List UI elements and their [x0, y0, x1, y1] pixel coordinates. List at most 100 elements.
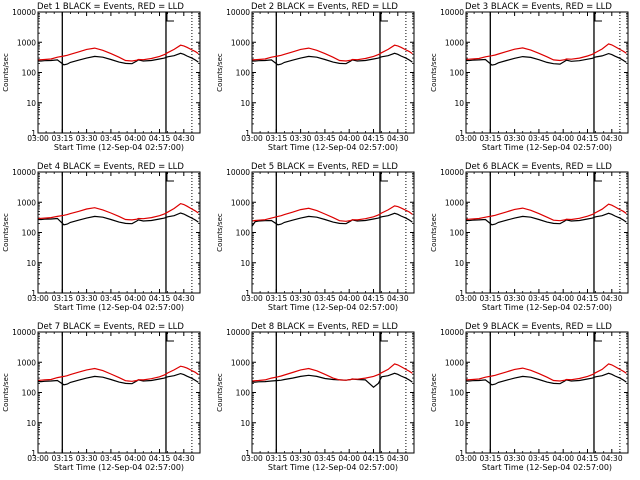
y-tick-label: 10000 [12, 168, 36, 177]
y-tick-label: 1 [31, 449, 36, 458]
y-tick-label: 1000 [17, 38, 36, 47]
x-tick-label: 03:00 [27, 294, 49, 303]
x-tick-label: 03:30 [76, 454, 98, 463]
y-tick-label: 100 [22, 389, 37, 398]
x-tick-label: 04:00 [338, 294, 360, 303]
x-tick-label: 03:45 [528, 454, 550, 463]
plot-frame [37, 171, 201, 294]
x-tick-label: 04:30 [387, 134, 409, 143]
x-tick-label: 04:15 [149, 134, 171, 143]
y-tick-label: 1 [459, 289, 464, 298]
x-tick-label: 04:15 [577, 294, 599, 303]
y-tick-label: 1000 [17, 198, 36, 207]
x-tick-label: 03:45 [314, 454, 336, 463]
y-axis-label: Counts/sec [2, 373, 10, 412]
y-tick-label: 1000 [445, 38, 464, 47]
series-line-lld [37, 365, 199, 382]
panel-det-4: Det 4 BLACK = Events, RED = LLD Counts/se… [2, 162, 201, 312]
panel-det-6: Det 6 BLACK = Events, RED = LLD Counts/se… [430, 162, 629, 312]
x-tick-label: 03:15 [265, 454, 287, 463]
y-tick-label: 10000 [440, 8, 464, 17]
plot-frame [465, 171, 629, 294]
x-tick-label: 03:00 [241, 294, 263, 303]
y-tick-label: 1 [459, 449, 464, 458]
panel-det-7: Det 7 BLACK = Events, RED = LLD Counts/se… [2, 322, 201, 472]
x-tick-label: 04:15 [149, 294, 171, 303]
y-axis-label: Counts/sec [216, 213, 224, 252]
time-marker-bracket [166, 332, 174, 342]
x-tick-label: 03:30 [290, 294, 312, 303]
y-tick-label: 1 [459, 129, 464, 138]
series-line-events [252, 52, 413, 66]
series-line-events [466, 52, 627, 66]
y-tick-label: 1000 [231, 198, 250, 207]
y-tick-label: 100 [236, 389, 251, 398]
time-marker-bracket [380, 12, 388, 22]
series-line-lld [251, 44, 413, 62]
x-tick-label: 03:30 [290, 454, 312, 463]
y-tick-label: 10 [454, 419, 464, 428]
panel-title: Det 9 BLACK = Events, RED = LLD [465, 322, 612, 332]
x-tick-label: 03:00 [455, 454, 477, 463]
series-line-lld [37, 44, 199, 62]
panel-title: Det 4 BLACK = Events, RED = LLD [37, 162, 184, 172]
y-tick-label: 1000 [231, 38, 250, 47]
x-tick-label: 03:00 [27, 134, 49, 143]
x-tick-label: 03:15 [265, 134, 287, 143]
y-tick-label: 1 [31, 289, 36, 298]
y-tick-label: 10 [26, 99, 36, 108]
y-axis-label: Counts/sec [430, 373, 438, 412]
x-tick-label: 04:15 [577, 134, 599, 143]
x-tick-label: 04:15 [577, 454, 599, 463]
x-tick-label: 03:45 [314, 134, 336, 143]
y-tick-label: 1 [245, 129, 250, 138]
plot-frame [465, 11, 629, 134]
x-tick-label: 03:00 [27, 454, 49, 463]
time-marker-bracket [594, 12, 602, 22]
time-marker-bracket [166, 12, 174, 22]
y-tick-label: 100 [236, 229, 251, 238]
x-tick-label: 04:30 [601, 294, 623, 303]
x-tick-label: 03:00 [241, 134, 263, 143]
x-tick-label: 03:30 [290, 134, 312, 143]
x-axis-label: Start Time (12-Sep-04 02:57:00) [54, 303, 184, 312]
x-tick-label: 04:00 [552, 134, 574, 143]
y-tick-label: 1000 [445, 198, 464, 207]
panel-title: Det 2 BLACK = Events, RED = LLD [251, 2, 398, 12]
plot-frame [465, 331, 629, 454]
y-tick-label: 10 [240, 259, 250, 268]
y-tick-label: 10000 [226, 168, 250, 177]
x-tick-label: 04:00 [552, 454, 574, 463]
x-tick-label: 04:15 [363, 294, 385, 303]
x-tick-label: 03:45 [528, 134, 550, 143]
y-tick-label: 100 [22, 69, 37, 78]
x-tick-label: 03:45 [314, 294, 336, 303]
y-tick-label: 10000 [226, 8, 250, 17]
x-tick-label: 03:15 [479, 454, 501, 463]
y-tick-label: 10 [26, 419, 36, 428]
y-axis-label: Counts/sec [216, 53, 224, 92]
y-tick-label: 10000 [12, 8, 36, 17]
time-marker-bracket [380, 172, 388, 182]
x-tick-label: 04:30 [173, 454, 195, 463]
y-tick-label: 100 [450, 69, 465, 78]
y-tick-label: 10 [454, 259, 464, 268]
y-axis-label: Counts/sec [2, 53, 10, 92]
x-axis-label: Start Time (12-Sep-04 02:57:00) [268, 463, 398, 472]
series-line-lld [465, 363, 627, 382]
y-tick-label: 1 [31, 129, 36, 138]
y-tick-label: 1000 [445, 358, 464, 367]
panel-det-1: Det 1 BLACK = Events, RED = LLD Counts/se… [2, 2, 201, 152]
x-axis-label: Start Time (12-Sep-04 02:57:00) [268, 303, 398, 312]
series-line-lld [37, 202, 199, 221]
panel-title: Det 8 BLACK = Events, RED = LLD [251, 322, 398, 332]
y-tick-label: 10000 [226, 328, 250, 337]
x-tick-label: 04:30 [601, 134, 623, 143]
x-axis-label: Start Time (12-Sep-04 02:57:00) [482, 303, 612, 312]
y-axis-label: Counts/sec [2, 213, 10, 252]
y-tick-label: 1 [245, 289, 250, 298]
plot-frame [37, 11, 201, 134]
x-axis-label: Start Time (12-Sep-04 02:57:00) [54, 463, 184, 472]
x-tick-label: 04:00 [338, 454, 360, 463]
